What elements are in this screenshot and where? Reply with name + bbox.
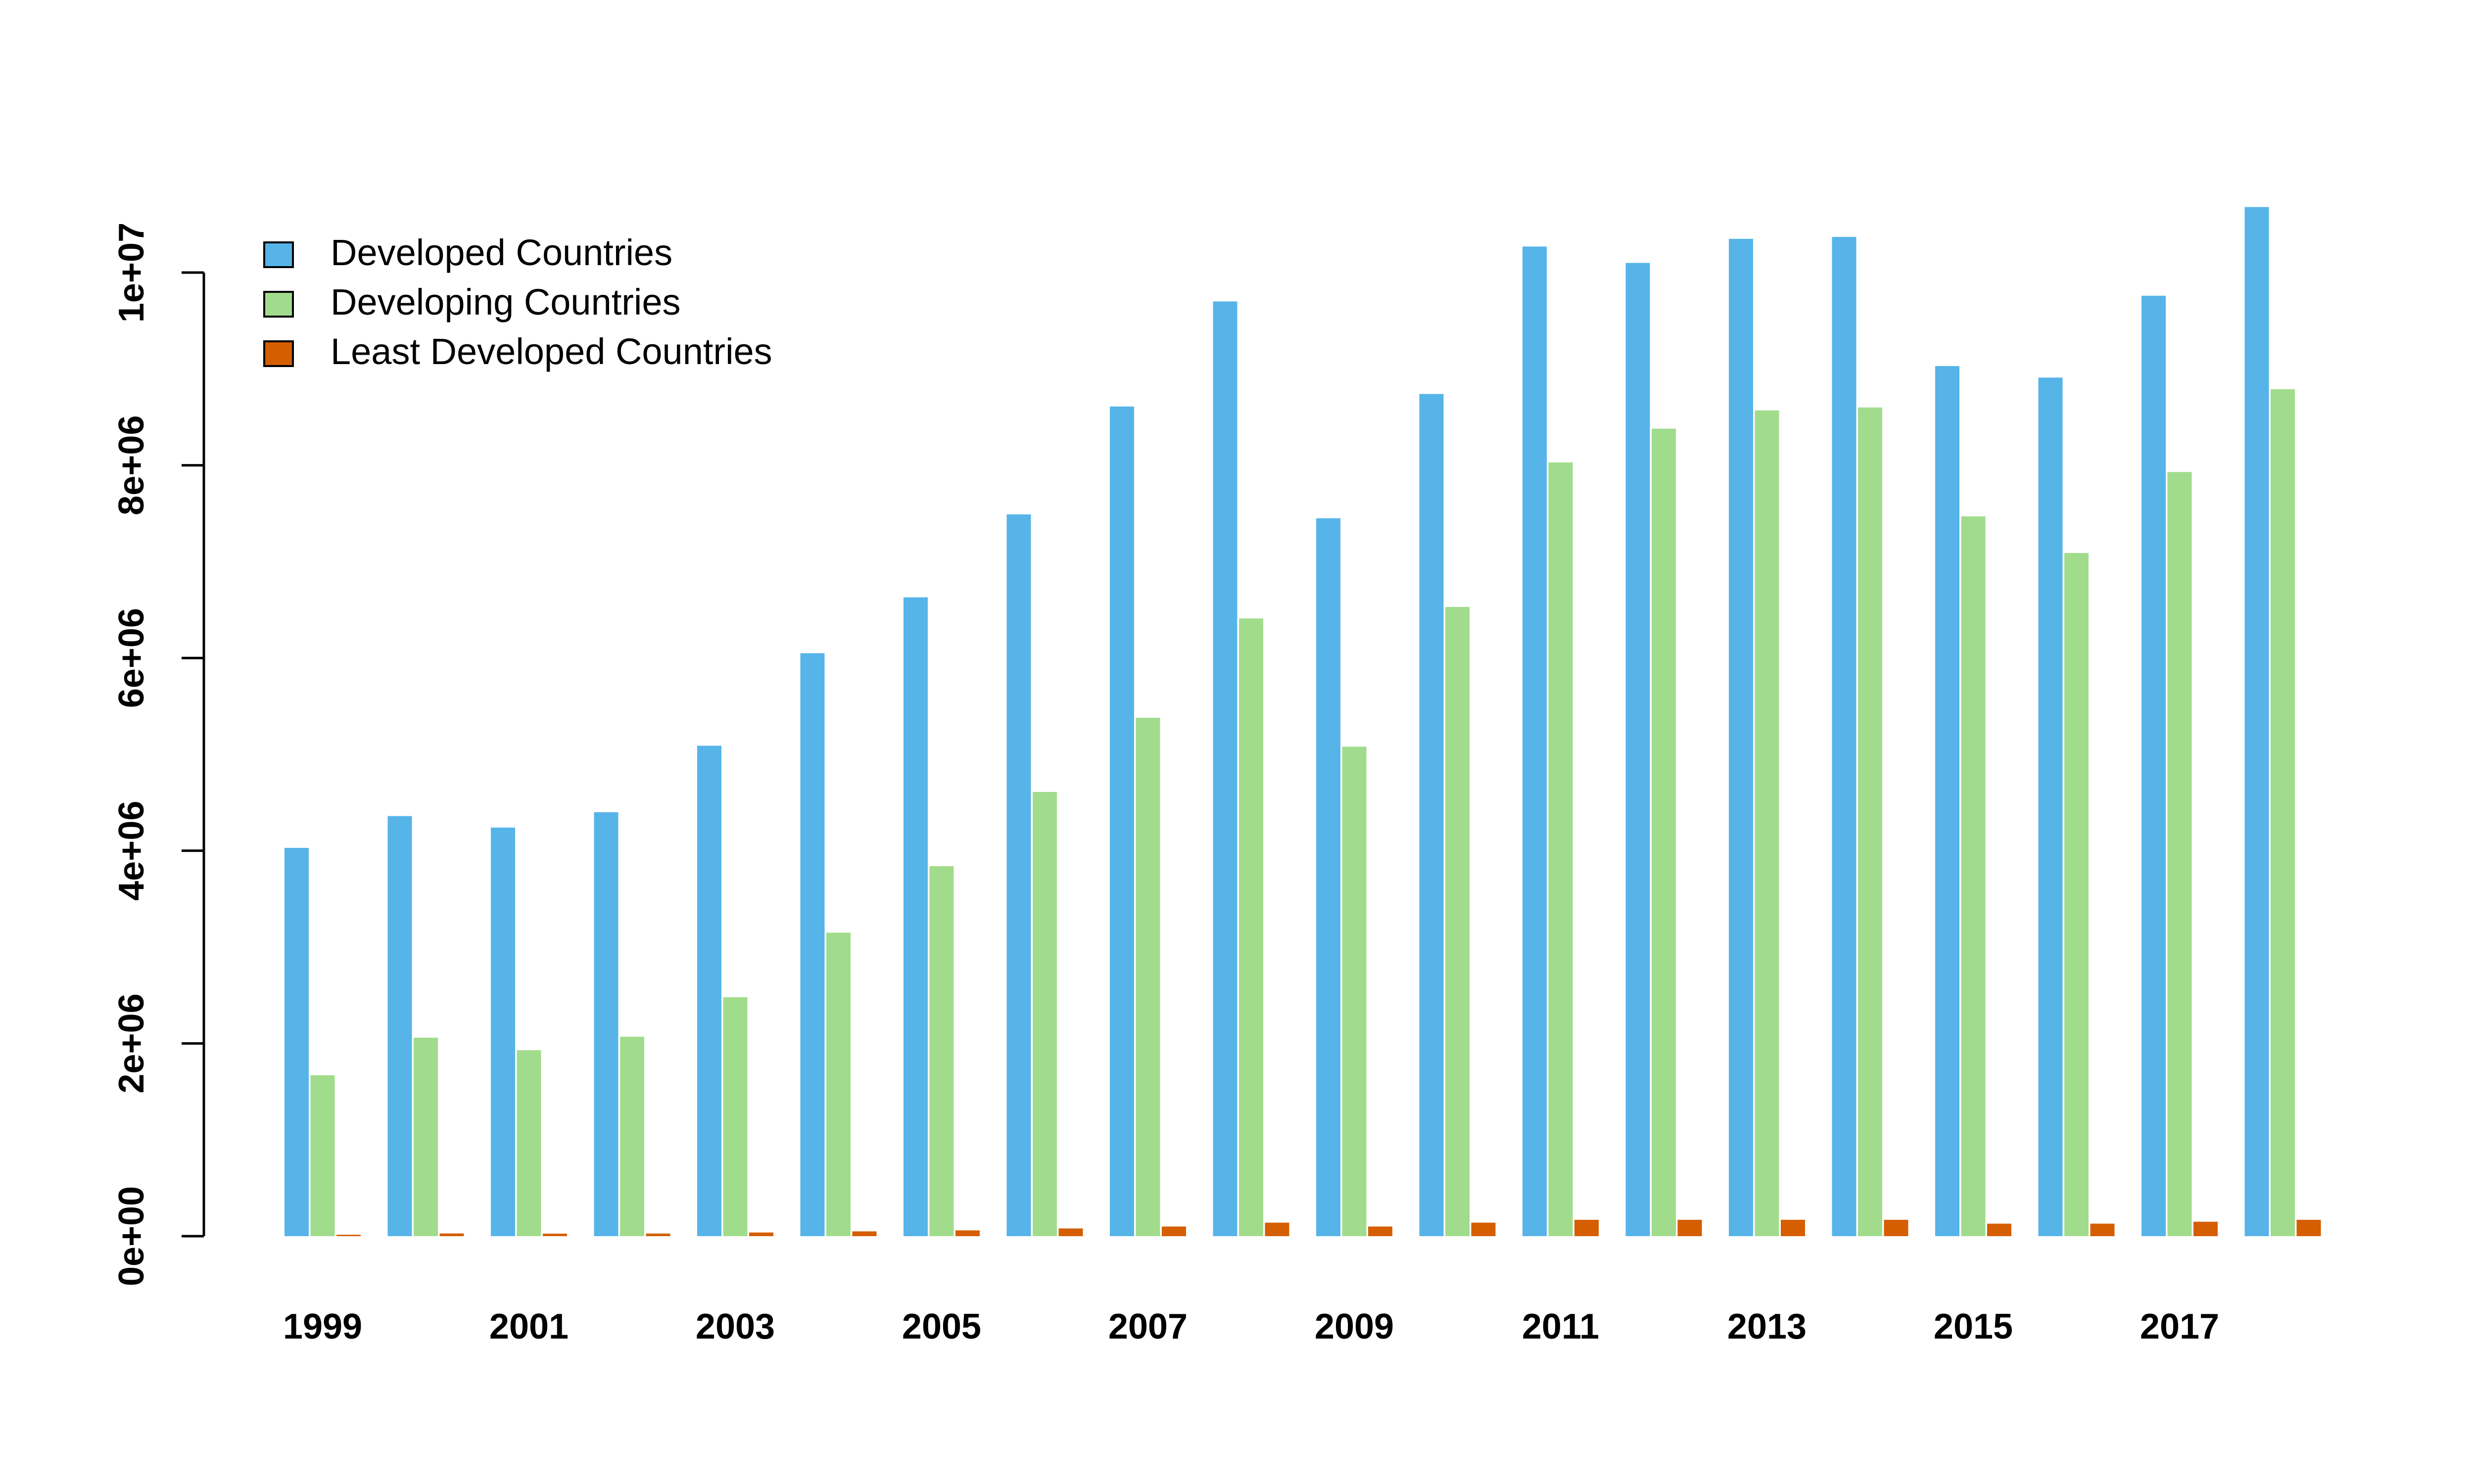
bar-least-developed-countries-1999: [336, 1235, 361, 1236]
legend-label: Developing Countries: [331, 281, 681, 323]
bar-developed-countries-2008: [1213, 301, 1237, 1236]
bar-least-developed-countries-2000: [439, 1233, 464, 1236]
x-axis: 1999 2001 2003 2005 2007 2009 2011 2013 2015 2017: [283, 1307, 2219, 1346]
bar-developed-countries-2001: [491, 828, 515, 1236]
x-tick-label: 2005: [902, 1307, 981, 1346]
bar-least-developed-countries-2013: [1781, 1219, 1805, 1236]
bar-developing-countries-2012: [1652, 428, 1676, 1236]
bar-developed-countries-2010: [1419, 394, 1444, 1236]
y-tick-label: 0e+00: [112, 1186, 151, 1286]
bar-developed-countries-2012: [1625, 263, 1650, 1236]
bar-developing-countries-2014: [1858, 407, 1882, 1237]
bar-developed-countries-2017: [2141, 295, 2166, 1236]
y-tick-label: 6e+06: [112, 608, 151, 708]
bar-developing-countries-2007: [1136, 718, 1160, 1236]
bar-least-developed-countries-2002: [646, 1233, 670, 1236]
bar-developed-countries-1999: [285, 848, 309, 1236]
bar-developed-countries-2014: [1832, 236, 1856, 1236]
bar-least-developed-countries-2010: [1471, 1222, 1496, 1236]
bar-developing-countries-2006: [1033, 792, 1057, 1236]
legend-swatch: [263, 340, 294, 367]
bar-developing-countries-2017: [2167, 472, 2192, 1237]
y-axis: 0e+00 2e+06 4e+06 6e+06 8e+06 1e+07: [112, 223, 205, 1286]
bar-developing-countries-2009: [1342, 746, 1367, 1236]
bars-group: [285, 207, 2321, 1237]
bar-developing-countries-2000: [414, 1037, 438, 1236]
x-tick-label: 2001: [489, 1307, 569, 1346]
x-tick-label: 2017: [2140, 1307, 2219, 1346]
bar-developed-countries-2018: [2244, 207, 2269, 1236]
bar-developing-countries-2016: [2064, 553, 2089, 1236]
y-tick-label: 4e+06: [112, 801, 151, 901]
y-tick-label: 8e+06: [112, 415, 151, 515]
bar-developed-countries-2006: [1006, 514, 1031, 1236]
bar-least-developed-countries-2003: [749, 1232, 773, 1236]
bar-least-developed-countries-2017: [2193, 1221, 2218, 1236]
bar-developed-countries-2013: [1729, 238, 1753, 1236]
bar-developing-countries-2005: [929, 866, 954, 1236]
bar-least-developed-countries-2011: [1574, 1219, 1599, 1236]
bar-developed-countries-2011: [1522, 246, 1547, 1236]
x-tick-label: 2003: [696, 1307, 775, 1346]
bar-least-developed-countries-2007: [1162, 1226, 1186, 1236]
legend-swatch: [263, 291, 294, 318]
bar-developing-countries-2003: [723, 997, 748, 1236]
bar-least-developed-countries-2008: [1265, 1222, 1289, 1236]
legend: Developed Countries Developing Countries L…: [263, 232, 772, 372]
bar-least-developed-countries-2001: [543, 1233, 567, 1236]
bar-developing-countries-1999: [310, 1075, 335, 1236]
bar-developing-countries-2004: [826, 932, 851, 1236]
bar-developed-countries-2009: [1316, 518, 1340, 1236]
bar-developed-countries-2007: [1110, 406, 1134, 1236]
legend-label: Least Developed Countries: [331, 331, 772, 372]
x-tick-label: 2009: [1315, 1307, 1394, 1346]
bar-developed-countries-2015: [1935, 366, 1959, 1236]
bar-least-developed-countries-2018: [2296, 1219, 2321, 1236]
bar-developing-countries-2001: [517, 1050, 541, 1236]
bar-developing-countries-2010: [1445, 607, 1470, 1236]
y-tick-label: 1e+07: [112, 223, 151, 323]
bar-developed-countries-2002: [594, 812, 618, 1236]
bar-least-developed-countries-2012: [1677, 1219, 1702, 1236]
bar-developed-countries-2004: [800, 653, 825, 1236]
bar-developing-countries-2011: [1548, 462, 1573, 1236]
x-tick-label: 2013: [1727, 1307, 1807, 1346]
bar-developed-countries-2016: [2038, 377, 2063, 1236]
bar-least-developed-countries-2014: [1884, 1219, 1908, 1236]
bar-least-developed-countries-2005: [955, 1230, 980, 1236]
bar-developed-countries-2003: [697, 745, 721, 1236]
x-tick-label: 1999: [283, 1307, 362, 1346]
bar-least-developed-countries-2015: [1987, 1223, 2011, 1236]
bar-developing-countries-2008: [1239, 618, 1263, 1236]
bar-developed-countries-2005: [904, 597, 928, 1236]
bar-developing-countries-2015: [1961, 516, 1986, 1236]
bar-developing-countries-2002: [620, 1036, 644, 1236]
y-tick-label: 2e+06: [112, 993, 151, 1093]
x-tick-label: 2007: [1108, 1307, 1188, 1346]
bar-developing-countries-2018: [2271, 389, 2295, 1237]
bar-developed-countries-2000: [387, 816, 412, 1236]
bar-developing-countries-2013: [1755, 410, 1779, 1236]
x-tick-label: 2011: [1522, 1307, 1599, 1346]
bar-least-developed-countries-2009: [1368, 1226, 1392, 1236]
legend-swatch: [263, 241, 294, 268]
bar-least-developed-countries-2004: [852, 1231, 877, 1236]
bar-least-developed-countries-2006: [1058, 1228, 1083, 1236]
legend-label: Developed Countries: [331, 232, 672, 273]
bar-least-developed-countries-2016: [2090, 1223, 2115, 1236]
x-tick-label: 2015: [1934, 1307, 2013, 1346]
